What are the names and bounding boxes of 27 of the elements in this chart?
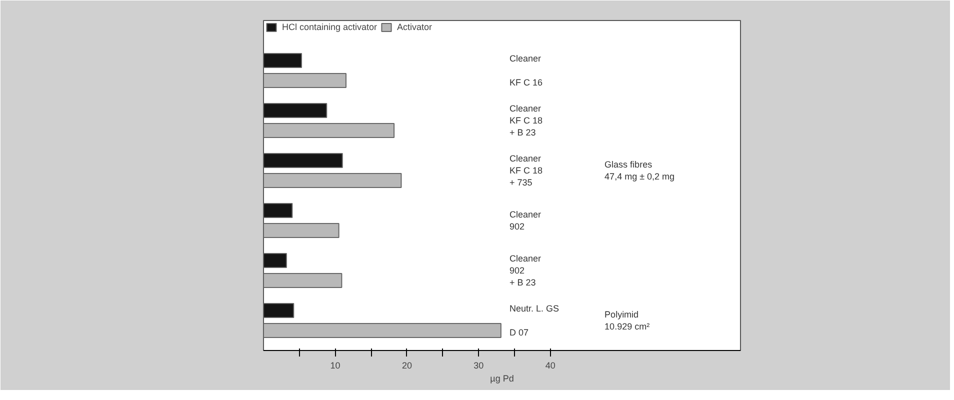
category-label: Cleaner KF C 16 [510,54,543,88]
x-tick-label: 30 [474,360,484,370]
annotation: Polyimid 10.929 cm² [604,310,650,332]
bar [264,303,294,318]
y-tick-label: Cleaner KF C 18 + B 23 [510,104,543,138]
bar [264,153,343,168]
bar [264,103,328,118]
x-axis-title: µg Pd [490,374,514,384]
bar [264,173,402,188]
x-tick-label: 20 [402,360,412,370]
bar [264,253,287,268]
bar [264,123,395,138]
bar [264,53,302,68]
x-tick-label: 40 [545,360,556,370]
annotation: Glass fibres 47,4 mg ± 0,2 mg [604,160,675,182]
y-tick-label: Cleaner 902 [510,210,542,232]
bar [264,223,340,238]
y-tick-label: Cleaner KF C 18 + 735 [510,154,543,188]
legend-label: HCl containing activator [282,22,378,32]
bar [264,203,293,218]
category-label: Neutr. L. GS D 07 [510,304,560,338]
bar [264,323,502,338]
legend-label: Activator [397,22,432,32]
bar [264,73,346,88]
bar [264,273,342,288]
x-tick-label: 10 [330,360,340,370]
y-tick-label: Cleaner 902 + B 23 [510,254,542,288]
